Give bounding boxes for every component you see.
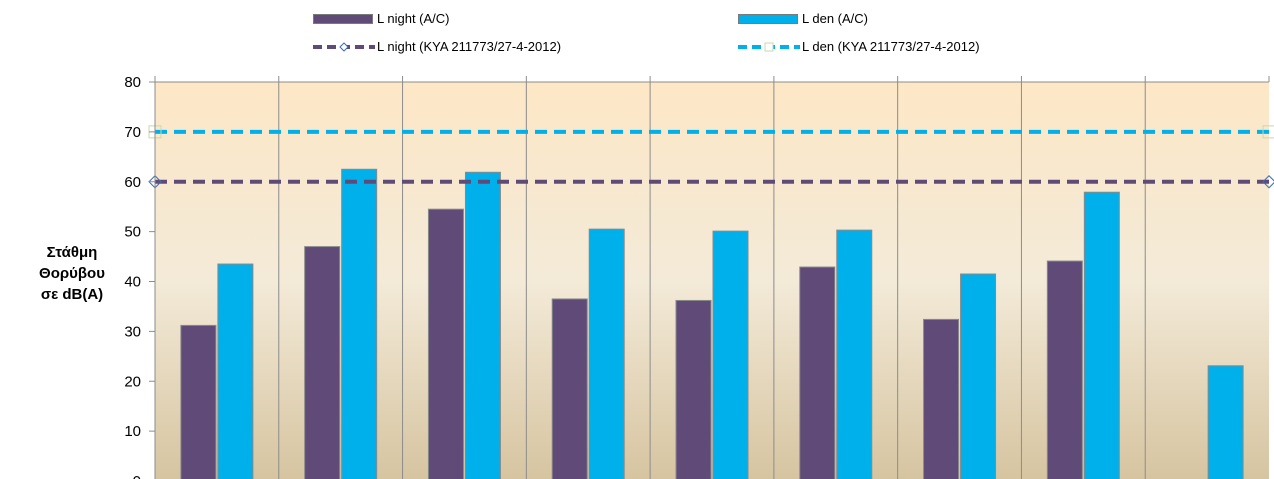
bar-l-den bbox=[588, 228, 625, 479]
y-axis-title: Στάθμη Θορύβου σε dB(A) bbox=[18, 242, 126, 305]
y-tick-label: 20 bbox=[124, 373, 141, 390]
y-tick-label: 50 bbox=[124, 224, 141, 241]
bar-l-den bbox=[960, 273, 997, 479]
legend-item-l-night-bar: L night (A/C) bbox=[313, 11, 450, 26]
bar-l-den bbox=[1207, 365, 1244, 479]
legend-swatch-l-den bbox=[738, 13, 798, 24]
y-axis-title-line-2: Θορύβου bbox=[39, 265, 105, 282]
legend-swatch-l-den-limit bbox=[738, 42, 800, 51]
reference-marker-l-night bbox=[1262, 175, 1274, 189]
legend-label-l-night-limit: L night (KYA 211773/27-4-2012) bbox=[377, 39, 562, 54]
bar-l-night bbox=[1046, 260, 1083, 479]
legend-label-l-den: L den (A/C) bbox=[802, 11, 868, 26]
y-tick-label: 30 bbox=[124, 323, 141, 340]
bar-l-den bbox=[712, 230, 749, 479]
bar-l-night bbox=[923, 318, 960, 479]
legend-swatch-l-night bbox=[313, 13, 373, 24]
legend-item-l-night-limit: L night (KYA 211773/27-4-2012) bbox=[313, 39, 561, 54]
y-axis: 0 10 20 30 40 50 60 70 80 bbox=[124, 74, 156, 479]
bar-l-night bbox=[427, 208, 464, 479]
bar-l-night bbox=[675, 299, 712, 479]
plot-area bbox=[155, 82, 1269, 479]
y-tick-label: 10 bbox=[124, 423, 141, 440]
legend-label-l-den-limit: L den (KYA 211773/27-4-2012) bbox=[802, 39, 980, 54]
bar-l-den bbox=[1083, 191, 1120, 479]
bar-l-den bbox=[464, 171, 501, 479]
bar-l-night bbox=[180, 324, 217, 479]
bar-l-night bbox=[799, 266, 836, 479]
y-axis-title-line-3: σε dB(A) bbox=[40, 286, 104, 303]
y-tick-label: 60 bbox=[124, 174, 141, 191]
legend-swatch-l-night-limit bbox=[313, 41, 375, 52]
bar-l-den bbox=[836, 229, 873, 479]
bar-l-night bbox=[304, 246, 341, 479]
bar-l-den bbox=[341, 168, 378, 479]
category-gridlines bbox=[154, 76, 1270, 479]
reference-marker-l-den bbox=[1262, 125, 1274, 139]
legend-label-l-night: L night (A/C) bbox=[377, 11, 450, 26]
bar-l-den bbox=[217, 263, 254, 479]
y-tick-label: 0 bbox=[133, 473, 141, 479]
legend-item-l-den-limit: L den (KYA 211773/27-4-2012) bbox=[738, 39, 980, 54]
legend-item-l-den-bar: L den (A/C) bbox=[738, 11, 868, 26]
bar-group bbox=[180, 168, 1244, 479]
y-axis-title-line-1: Στάθμη bbox=[46, 244, 98, 261]
y-tick-label: 70 bbox=[124, 124, 141, 141]
y-tick-label: 80 bbox=[124, 74, 141, 91]
y-tick-label: 40 bbox=[124, 274, 141, 291]
bar-l-night bbox=[551, 298, 588, 479]
